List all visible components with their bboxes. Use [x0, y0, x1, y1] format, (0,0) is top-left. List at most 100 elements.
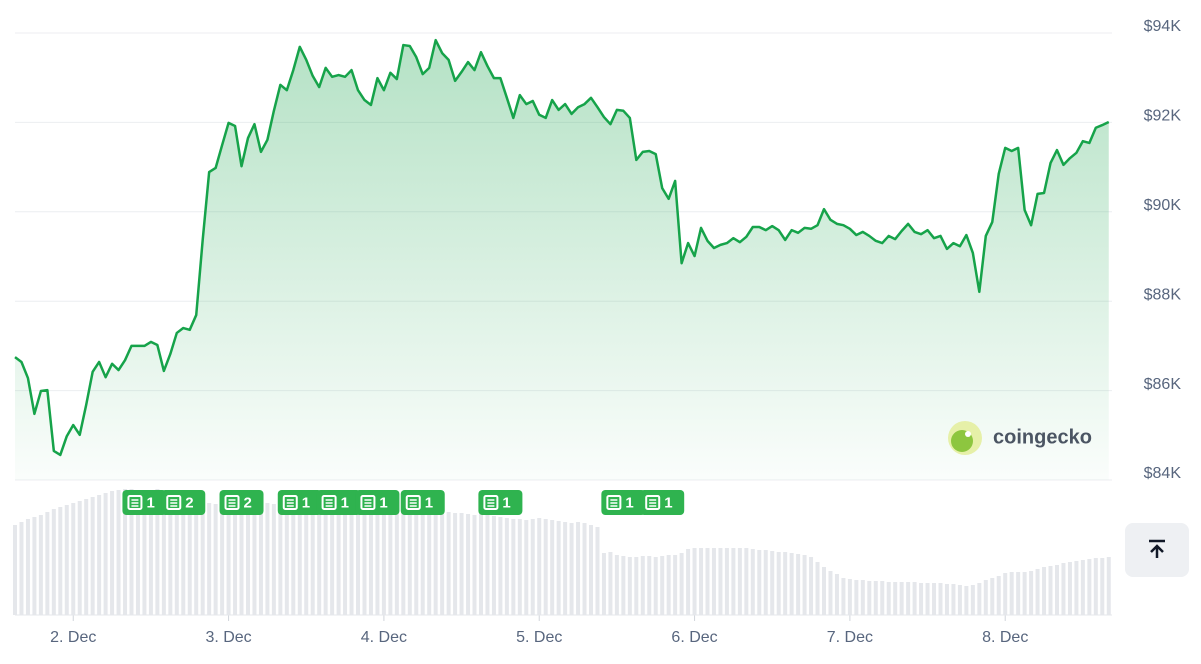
button-icon-arrow	[1150, 544, 1164, 558]
volume-bar	[699, 548, 704, 615]
volume-bar	[381, 505, 386, 615]
volume-bar	[330, 505, 335, 615]
volume-bar	[530, 519, 535, 615]
volume-bar	[233, 502, 238, 615]
volume-bar	[847, 579, 852, 615]
news-count: 1	[425, 494, 433, 511]
y-tick-label: $86K	[1144, 376, 1182, 393]
volume-bar	[504, 518, 509, 615]
volume-bar	[899, 582, 904, 615]
news-icon	[166, 495, 182, 510]
volume-bar	[446, 512, 451, 615]
news-badge: 2	[219, 490, 264, 515]
volume-bar	[1087, 559, 1092, 615]
watermark: coingecko	[948, 421, 1092, 455]
news-badge: 2	[161, 490, 206, 515]
volume-bar	[763, 550, 768, 615]
volume-bar	[440, 511, 445, 615]
x-tick-label: 7. Dec	[827, 629, 873, 646]
volume-bar	[472, 515, 477, 615]
volume-bar	[796, 554, 801, 615]
volume-bar	[239, 504, 244, 615]
volume-bar	[634, 557, 639, 615]
volume-bar	[608, 552, 613, 615]
volume-bar	[336, 504, 341, 615]
volume-bar	[343, 505, 348, 615]
volume-bar	[1080, 560, 1085, 615]
volume-bar	[187, 493, 192, 615]
volume-bar	[1061, 563, 1066, 615]
volume-bar	[983, 580, 988, 615]
volume-bar	[213, 504, 218, 615]
news-count: 1	[341, 494, 349, 511]
volume-bar	[686, 549, 691, 615]
scroll-top-button[interactable]	[1125, 523, 1189, 577]
volume-bar	[660, 556, 665, 615]
volume-bar	[375, 506, 380, 615]
volume-bar	[964, 586, 969, 615]
volume-bar	[310, 505, 315, 615]
volume-bar	[621, 556, 626, 615]
volume-bar	[1035, 569, 1040, 615]
volume-bar	[168, 492, 173, 615]
volume-bar	[401, 509, 406, 615]
volume-bar	[414, 508, 419, 615]
volume-bar	[653, 557, 658, 615]
volume-bar	[1054, 565, 1059, 615]
news-icon	[360, 495, 376, 510]
volume-bar	[666, 555, 671, 615]
news-badges: 1 2 2 1 1 1 1 1 1 1	[122, 490, 685, 515]
volume-bar	[673, 555, 678, 615]
volume-bar	[297, 504, 302, 615]
y-tick-label: $94K	[1144, 18, 1182, 35]
volume-bar	[1016, 572, 1021, 615]
volume-bar	[155, 489, 160, 615]
news-badge: 1	[478, 490, 523, 515]
volume-bar	[1093, 558, 1098, 615]
volume-bar	[919, 583, 924, 615]
volume-bar	[271, 504, 276, 615]
volume-bar	[200, 497, 205, 615]
volume-bar	[524, 520, 529, 615]
volume-bar	[226, 503, 231, 615]
volume-bar	[427, 510, 432, 615]
volume-bar	[103, 493, 108, 615]
volume-bar	[148, 490, 153, 615]
news-badge: 1	[601, 490, 646, 515]
volume-bar	[278, 505, 283, 615]
volume-bar	[711, 548, 716, 615]
volume-bar	[13, 525, 17, 615]
volume-bar	[944, 584, 949, 615]
volume-bar	[453, 513, 458, 615]
y-tick-label: $92K	[1144, 108, 1182, 125]
volume-bar	[841, 578, 846, 615]
price-area	[15, 40, 1109, 481]
volume-bar	[77, 501, 82, 615]
volume-bar	[1009, 572, 1014, 615]
volume-bar	[977, 583, 982, 615]
news-icon	[405, 495, 421, 510]
volume-bar	[129, 489, 134, 615]
volume-bar	[821, 567, 826, 615]
volume-bar	[245, 505, 250, 615]
volume-bar	[123, 489, 128, 615]
x-tick-label: 8. Dec	[982, 629, 1028, 646]
price-line	[14, 38, 1110, 457]
volume-bar	[1106, 557, 1111, 615]
news-count: 1	[664, 494, 672, 511]
y-tick-label: $88K	[1144, 286, 1182, 303]
x-tick-label: 6. Dec	[671, 629, 717, 646]
volume-bar	[537, 518, 542, 615]
news-badge: 1	[640, 490, 685, 515]
volume-bar	[912, 582, 917, 615]
news-icon	[282, 495, 298, 510]
volume-bar	[576, 522, 581, 615]
volume-bar	[789, 553, 794, 615]
volume-bar	[1022, 572, 1027, 615]
volume-bar	[731, 548, 736, 615]
y-tick-label: $84K	[1144, 465, 1182, 482]
volume-bar	[614, 555, 619, 615]
volume-bar	[207, 503, 212, 615]
news-count: 1	[146, 494, 154, 511]
volume-bar	[25, 519, 30, 615]
